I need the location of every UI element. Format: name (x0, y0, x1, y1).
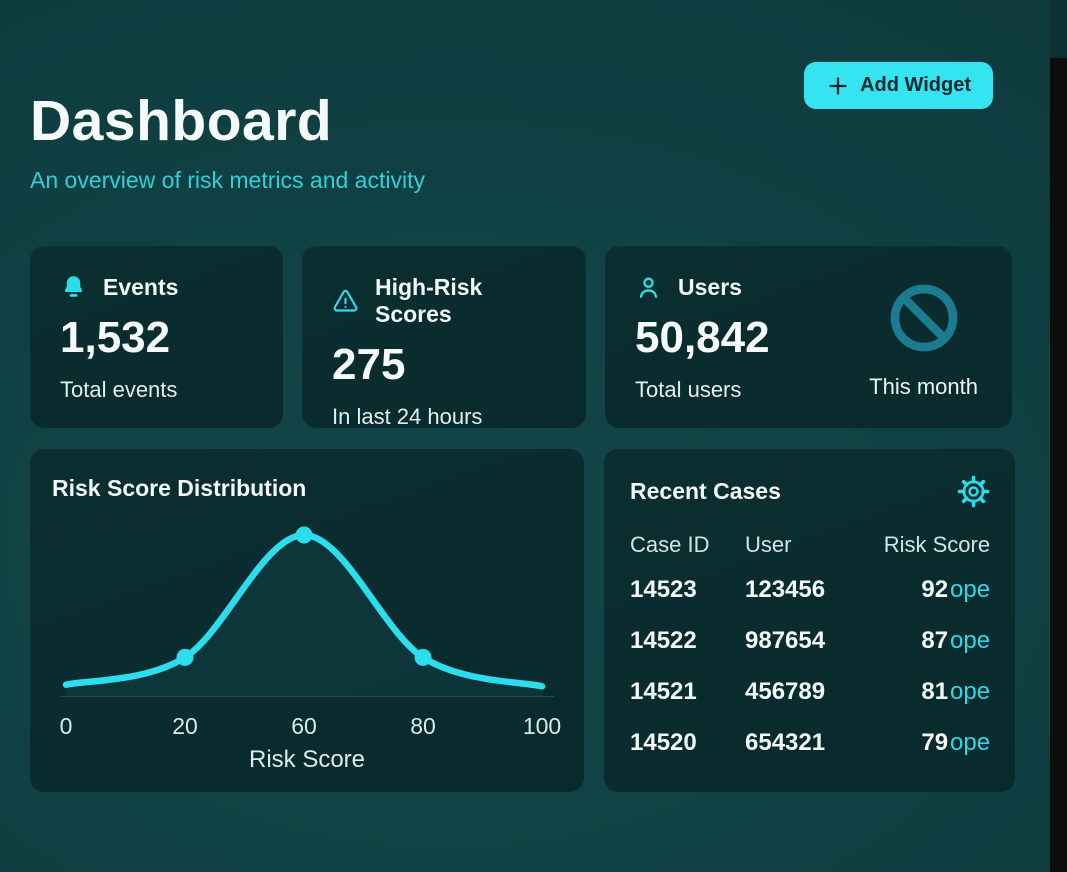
bell-icon (60, 274, 87, 301)
stat-sublabel: Total events (60, 377, 178, 403)
stat-label: Events (103, 274, 179, 301)
stat-card-header: Events (60, 274, 253, 301)
column-header-risk-score: Risk Score (883, 532, 991, 558)
risk-score-cell: 81 ope (825, 678, 990, 706)
stat-card-aside: This month (869, 274, 982, 400)
score-value: 81 (921, 677, 949, 705)
column-header-case-id: Case ID (630, 532, 710, 558)
risk-score-cell: 87 ope (825, 627, 990, 655)
table-row[interactable]: 14522 987654 87 ope (630, 615, 990, 666)
stat-card-main: Users 50,842 Total users (635, 274, 869, 403)
user-icon (635, 274, 662, 301)
x-tick-label: 0 (60, 713, 73, 739)
user-cell: 987654 (745, 626, 826, 654)
table-header-row: Case ID User Risk Score (630, 526, 990, 564)
status-label: ope (950, 575, 991, 603)
risk-score-cell: 92 ope (825, 576, 990, 604)
user-cell: 456789 (745, 677, 826, 705)
score-value: 87 (921, 626, 949, 654)
stat-sublabel: In last 24 hours (332, 404, 483, 430)
stat-card-header: High-Risk Scores (332, 274, 556, 328)
plus-icon (826, 74, 850, 98)
stat-value: 50,842 (635, 313, 770, 363)
recent-cases-card: Recent Cases (604, 449, 1016, 793)
status-label: ope (950, 728, 991, 756)
right-edge-strip (1050, 58, 1067, 872)
curve-area-fill (66, 535, 542, 697)
chart-x-axis-label: Risk Score (248, 746, 366, 774)
x-tick-label: 60 (291, 713, 317, 739)
case-id-cell: 14522 (630, 626, 697, 654)
user-cell: 123456 (745, 575, 826, 603)
case-id-cell: 14521 (630, 677, 697, 705)
recent-cases-header: Recent Cases (630, 475, 990, 508)
stat-sublabel: Total users (635, 377, 742, 403)
score-value: 92 (921, 575, 949, 603)
data-point-marker[interactable] (414, 649, 432, 667)
add-widget-label: Add Widget (860, 74, 971, 96)
risk-score-cell: 79 ope (825, 729, 990, 757)
gear-icon[interactable] (957, 475, 990, 508)
chart-title: Risk Score Distribution (52, 475, 307, 502)
recent-cases-title: Recent Cases (630, 478, 781, 505)
user-cell: 654321 (745, 728, 826, 756)
stat-label: High-Risk Scores (375, 274, 483, 328)
x-tick-label: 100 (523, 713, 561, 739)
status-label: ope (950, 677, 991, 705)
stat-aside-label: This month (869, 374, 978, 400)
table-row[interactable]: 14521 456789 81 ope (630, 666, 990, 717)
page-title: Dashboard (30, 89, 333, 153)
stat-card-high-risk-scores: High-Risk Scores 275 In last 24 hours (302, 246, 586, 430)
risk-score-distribution-card: Risk Score Distribution 0 20 60 80 100 Risk … (30, 449, 584, 793)
ban-icon (884, 278, 964, 358)
table-row[interactable]: 14523 123456 92 ope (630, 564, 990, 615)
x-tick-label: 20 (172, 713, 198, 739)
data-point-marker[interactable] (176, 649, 194, 667)
risk-score-chart: 0 20 60 80 100 (60, 526, 561, 739)
stats-row: Events 1,532 Total events High-Risk Scor… (30, 246, 1012, 430)
stat-card-events: Events 1,532 Total events (30, 246, 283, 429)
data-point-marker[interactable] (295, 526, 313, 544)
bottom-row: Risk Score Distribution 0 20 60 80 100 Risk … (30, 449, 1016, 793)
stat-card-users: Users 50,842 Total users This month (605, 246, 1012, 429)
stat-value: 275 (332, 340, 406, 390)
column-header-user: User (745, 532, 792, 558)
recent-cases-table: Case ID User Risk Score 14523 123456 92 o… (630, 526, 990, 768)
window-corner-block (1050, 0, 1067, 58)
case-id-cell: 14523 (630, 575, 697, 603)
stat-value: 1,532 (60, 313, 171, 363)
status-label: ope (950, 626, 991, 654)
table-row[interactable]: 14520 654321 79 ope (630, 717, 990, 768)
case-id-cell: 14520 (630, 728, 697, 756)
page-subtitle: An overview of risk metrics and activity (30, 167, 425, 194)
score-value: 79 (921, 728, 949, 756)
stat-card-header: Users (635, 274, 869, 301)
alert-triangle-icon (332, 288, 359, 315)
stat-label: Users (678, 274, 742, 301)
add-widget-button[interactable]: Add Widget (804, 62, 993, 109)
x-tick-label: 80 (410, 713, 436, 739)
